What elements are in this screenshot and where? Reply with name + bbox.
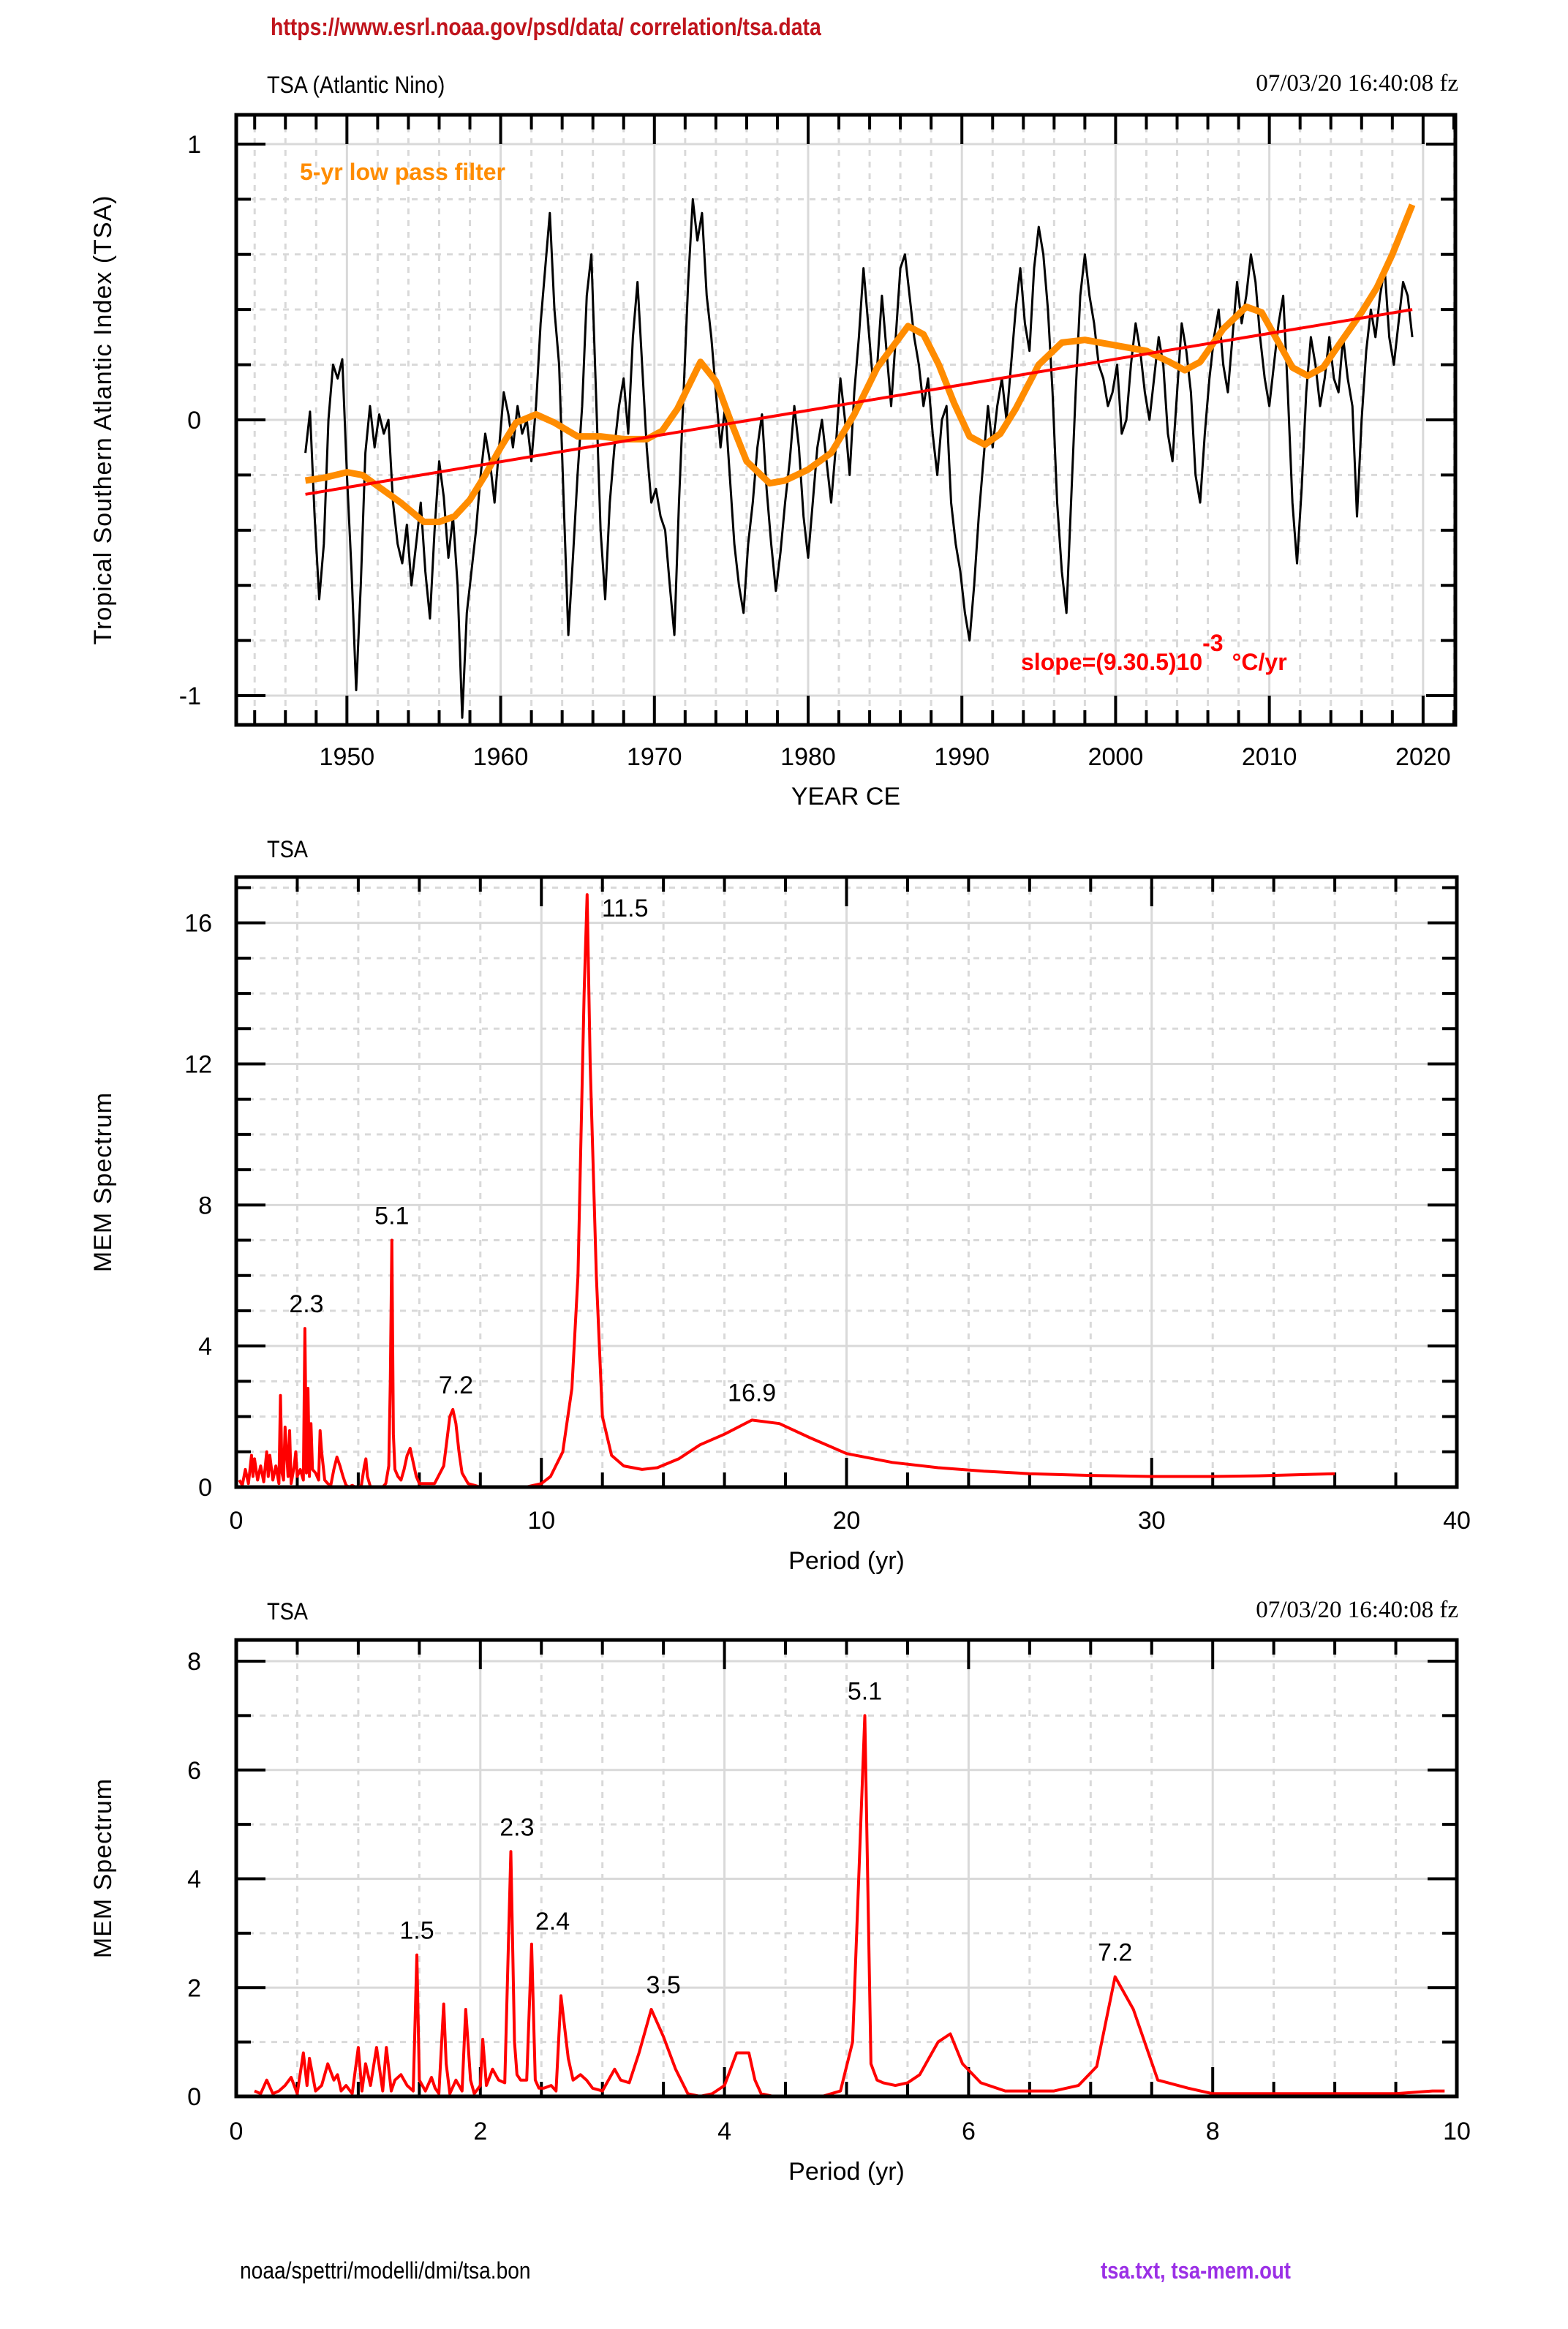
peak-label: 2.3 bbox=[289, 1290, 323, 1318]
y-axis-title: MEM Spectrum bbox=[89, 1778, 117, 1958]
x-tick-label: 1990 bbox=[934, 743, 990, 771]
y-tick-label: -1 bbox=[179, 682, 201, 710]
x-tick-label: 2 bbox=[473, 2118, 487, 2145]
y-tick-label: 4 bbox=[187, 1866, 201, 1894]
y-tick-label: 8 bbox=[198, 1192, 212, 1219]
x-tick-label: 2010 bbox=[1242, 743, 1297, 771]
y-tick-label: 0 bbox=[198, 1474, 212, 1502]
panel-1-title: TSA (Atlantic Nino) bbox=[267, 72, 445, 98]
y-tick-label: 4 bbox=[198, 1333, 212, 1361]
peak-label: 2.4 bbox=[535, 1908, 570, 1935]
y-axis-title: Tropical Southern Atlantic Index (TSA) bbox=[89, 195, 117, 644]
y-axis-title: MEM Spectrum bbox=[89, 1092, 117, 1272]
y-tick-label: 6 bbox=[187, 1757, 201, 1785]
y-tick-label: 16 bbox=[184, 910, 212, 938]
x-tick-label: 1960 bbox=[473, 743, 529, 771]
x-tick-label: 10 bbox=[1443, 2118, 1471, 2145]
y-tick-label: 1 bbox=[187, 131, 201, 159]
footer-source-path: noaa/spettri/modelli/dmi/tsa.bon bbox=[240, 2257, 531, 2284]
source-url[interactable]: https://www.esrl.noaa.gov/psd/data/ corr… bbox=[271, 13, 821, 40]
x-axis-title: Period (yr) bbox=[788, 1547, 905, 1575]
x-tick-label: 1970 bbox=[627, 743, 682, 771]
peak-label: 16.9 bbox=[728, 1379, 776, 1407]
peak-label: 1.5 bbox=[399, 1917, 434, 1945]
tsa-time-series-chart: 1950 1960 1970 1980 1990 2000 2010 2020 -1 0 1 YEAR… bbox=[89, 113, 1458, 810]
plot-frame bbox=[234, 1638, 1459, 2099]
panel-1-timestamp: 07/03/20 16:40:08 fz bbox=[1256, 70, 1458, 97]
low-pass-filter-line bbox=[304, 203, 1416, 525]
x-tick-label: 8 bbox=[1206, 2118, 1220, 2145]
x-tick-label: 2000 bbox=[1088, 743, 1144, 771]
x-tick-label: 0 bbox=[230, 2118, 244, 2145]
panel-2-title: TSA bbox=[267, 836, 309, 862]
peak-label: 5.1 bbox=[374, 1203, 409, 1230]
peak-label: 3.5 bbox=[647, 1971, 681, 1999]
x-tick-label: 1950 bbox=[320, 743, 375, 771]
footer-data-files[interactable]: tsa.txt, tsa-mem.out bbox=[1101, 2257, 1291, 2284]
peak-label: 7.2 bbox=[1098, 1938, 1132, 1966]
mem-spectrum-chart-0-40: 0 10 20 30 40 0 4 8 12 16 Period (yr) MEM Spectrum 2… bbox=[89, 875, 1471, 1575]
x-tick-label: 1980 bbox=[780, 743, 836, 771]
x-tick-label: 2020 bbox=[1395, 743, 1451, 771]
x-tick-label: 30 bbox=[1138, 1507, 1166, 1535]
x-tick-label: 10 bbox=[527, 1507, 555, 1535]
filter-legend-label: 5-yr low pass filter bbox=[300, 159, 505, 185]
x-tick-label: 6 bbox=[962, 2118, 976, 2145]
x-tick-label: 20 bbox=[833, 1507, 861, 1535]
mem-spectrum-line bbox=[254, 1714, 1445, 2096]
y-tick-label: 8 bbox=[187, 1648, 201, 1676]
mem-spectrum-line bbox=[238, 893, 1335, 1487]
slope-annotation: slope=(9.30.5)10-3°C/yr bbox=[1021, 630, 1287, 675]
peak-label: 11.5 bbox=[602, 895, 649, 922]
y-tick-label: 2 bbox=[187, 1974, 201, 2002]
panel-3-title: TSA bbox=[267, 1598, 309, 1625]
x-tick-label: 0 bbox=[230, 1507, 244, 1535]
x-axis-title: Period (yr) bbox=[788, 2158, 905, 2186]
peak-label: 5.1 bbox=[848, 1677, 882, 1705]
plot-frame bbox=[234, 875, 1459, 1489]
plot-frame bbox=[234, 113, 1458, 727]
peak-label: 2.3 bbox=[500, 1813, 534, 1841]
panel-3-timestamp: 07/03/20 16:40:08 fz bbox=[1256, 1597, 1458, 1623]
y-tick-label: 12 bbox=[184, 1051, 212, 1079]
peak-label: 7.2 bbox=[439, 1372, 473, 1399]
y-tick-label: 0 bbox=[187, 407, 201, 434]
x-tick-label: 40 bbox=[1443, 1507, 1471, 1535]
x-tick-label: 4 bbox=[717, 2118, 731, 2145]
trend-line bbox=[305, 308, 1413, 496]
x-axis-title: YEAR CE bbox=[791, 783, 900, 810]
mem-spectrum-chart-0-10: 0 2 4 6 8 10 0 2 4 6 8 Period (yr) MEM Spectrum 1.5 2.… bbox=[89, 1638, 1471, 2186]
y-tick-label: 0 bbox=[187, 2083, 201, 2111]
